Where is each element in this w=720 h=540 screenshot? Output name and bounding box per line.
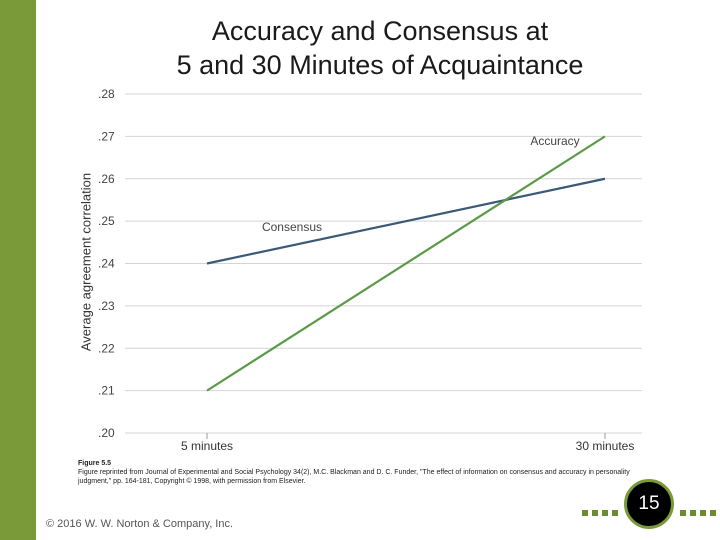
figure-caption-text: Figure reprinted from Journal of Experim… bbox=[78, 469, 630, 485]
title-line-1: Accuracy and Consensus at bbox=[211, 16, 549, 46]
y-tick-label: .26 bbox=[98, 172, 115, 186]
y-tick-labels: .20 .21 .22 .23 .24 .25 .26 .27 .28 bbox=[98, 87, 115, 440]
y-tick-label: .20 bbox=[98, 426, 115, 440]
y-tick-label: .23 bbox=[98, 299, 115, 313]
gridlines bbox=[125, 93, 642, 434]
figure-number: Figure 5.5 bbox=[78, 460, 112, 467]
y-tick-label: .25 bbox=[98, 214, 115, 228]
x-tick-label: 30 minutes bbox=[576, 439, 635, 453]
y-tick-label: .21 bbox=[98, 384, 115, 398]
decorative-dots-right bbox=[680, 503, 720, 516]
copyright-text: © 2016 W. W. Norton & Company, Inc. bbox=[46, 518, 234, 530]
decorative-dots-left bbox=[582, 503, 622, 516]
figure-caption: Figure 5.5 Figure reprinted from Journal… bbox=[78, 459, 638, 486]
y-tick-label: .24 bbox=[98, 257, 115, 271]
slide-title: Accuracy and Consensus at 5 and 30 Minut… bbox=[100, 14, 660, 82]
title-line-2: 5 and 30 Minutes of Acquaintance bbox=[176, 50, 584, 80]
accuracy-series-label: Accuracy bbox=[530, 134, 579, 148]
consensus-line bbox=[206, 177, 606, 265]
y-tick-label: .22 bbox=[98, 341, 115, 355]
x-tick-labels: 5 minutes 30 minutes bbox=[181, 433, 634, 453]
series-labels: Consensus Accuracy bbox=[262, 134, 580, 234]
accuracy-line bbox=[206, 135, 606, 392]
series-lines bbox=[206, 135, 606, 392]
y-tick-label: .28 bbox=[98, 87, 115, 101]
left-accent-bar bbox=[0, 0, 36, 540]
x-tick-label: 5 minutes bbox=[181, 439, 233, 453]
page-number-badge: 15 bbox=[624, 479, 674, 529]
y-tick-label: .27 bbox=[98, 129, 115, 143]
consensus-series-label: Consensus bbox=[262, 220, 322, 234]
